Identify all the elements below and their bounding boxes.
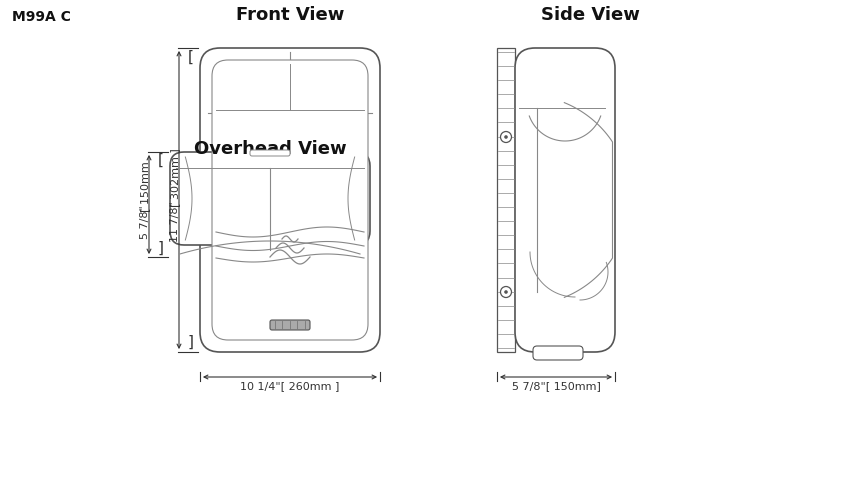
- FancyBboxPatch shape: [270, 320, 310, 330]
- Text: [: [: [158, 153, 164, 168]
- FancyBboxPatch shape: [212, 60, 368, 340]
- FancyBboxPatch shape: [250, 150, 290, 156]
- Text: Front View: Front View: [235, 6, 344, 24]
- Text: ]: ]: [188, 335, 194, 350]
- Circle shape: [504, 290, 507, 294]
- FancyBboxPatch shape: [200, 48, 380, 352]
- Text: 11 7/8": 11 7/8": [170, 202, 180, 242]
- Text: [: [: [188, 50, 194, 65]
- Circle shape: [501, 132, 512, 142]
- FancyBboxPatch shape: [515, 48, 615, 352]
- Text: [ 150mm: [ 150mm: [140, 161, 150, 212]
- Text: M99A C: M99A C: [12, 10, 71, 24]
- FancyBboxPatch shape: [170, 152, 370, 245]
- Text: [ 302mm ]: [ 302mm ]: [170, 148, 180, 208]
- Circle shape: [504, 135, 507, 139]
- Circle shape: [501, 286, 512, 298]
- Text: Overhead View: Overhead View: [194, 140, 346, 158]
- Bar: [497, 48, 515, 352]
- Text: 10 1/4"[ 260mm ]: 10 1/4"[ 260mm ]: [241, 381, 340, 391]
- Text: 5 7/8"[ 150mm]: 5 7/8"[ 150mm]: [512, 381, 600, 391]
- FancyBboxPatch shape: [533, 346, 583, 360]
- Text: Side View: Side View: [541, 6, 639, 24]
- Text: 5 7/8": 5 7/8": [140, 206, 150, 240]
- Text: ]: ]: [158, 241, 164, 256]
